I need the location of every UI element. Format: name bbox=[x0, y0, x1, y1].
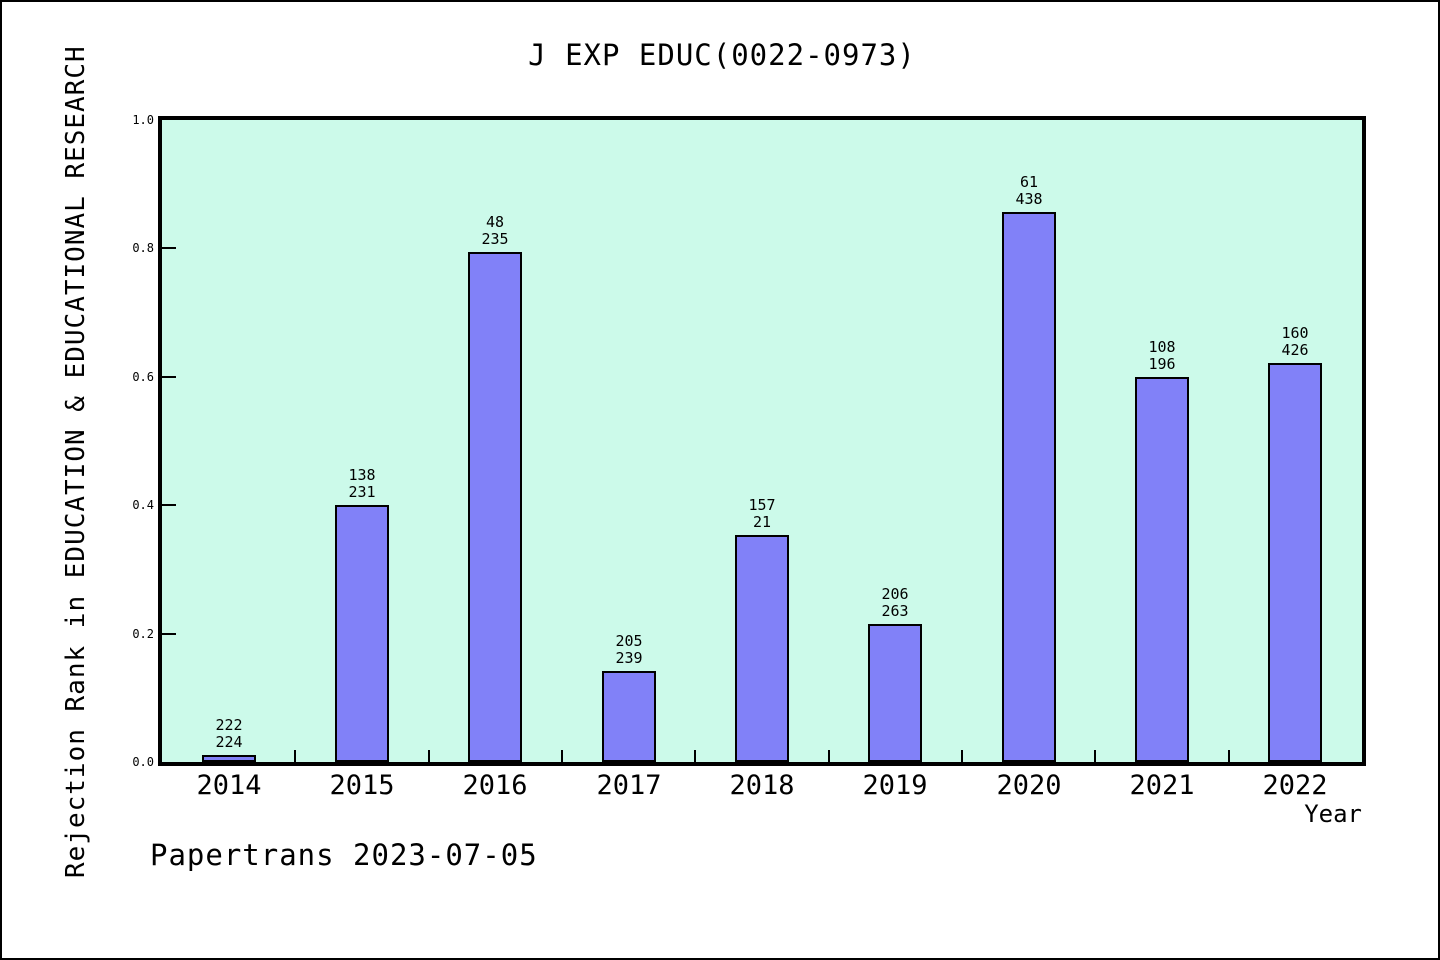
bar-value-line: 61 bbox=[1019, 173, 1039, 191]
bar-2017 bbox=[602, 671, 656, 762]
bar-value-line: 438 bbox=[1015, 190, 1043, 208]
bar-2020 bbox=[1002, 212, 1056, 762]
x-tick-label-2019: 2019 bbox=[862, 770, 928, 801]
bar-2016 bbox=[468, 252, 522, 762]
bar-value-label-2015: 138 231 bbox=[302, 467, 422, 501]
bar-value-label-2017: 205 239 bbox=[569, 633, 689, 667]
bar-2022 bbox=[1268, 363, 1322, 762]
bar-value-line: 157 bbox=[748, 496, 776, 514]
y-tick-label-0.0: 0.0 bbox=[132, 755, 154, 769]
x-tick-mark bbox=[694, 750, 696, 762]
plot-area: 222 224 138 231 48 235 205 239 157 21 206 263 61 438 1… bbox=[158, 116, 1366, 766]
bar-value-line: 160 bbox=[1281, 324, 1309, 342]
bar-value-line: 222 bbox=[215, 716, 243, 734]
bar-value-line: 239 bbox=[615, 649, 643, 667]
bar-value-line: 138 bbox=[348, 466, 376, 484]
x-tick-label-2015: 2015 bbox=[329, 770, 395, 801]
x-tick-label-2021: 2021 bbox=[1129, 770, 1195, 801]
bar-value-label-2014: 222 224 bbox=[169, 717, 289, 751]
x-tick-label-2020: 2020 bbox=[996, 770, 1062, 801]
bar-value-line: 206 bbox=[881, 585, 909, 603]
bar-value-label-2020: 61 438 bbox=[969, 174, 1089, 208]
bar-value-label-2019: 206 263 bbox=[835, 586, 955, 620]
x-tick-label-2016: 2016 bbox=[462, 770, 528, 801]
bar-value-label-2022: 160 426 bbox=[1235, 325, 1355, 359]
x-tick-mark bbox=[1094, 750, 1096, 762]
y-axis-label: Rejection Rank in EDUCATION & EDUCATIONA… bbox=[61, 45, 91, 879]
bar-value-label-2021: 108 196 bbox=[1102, 339, 1222, 373]
bar-2021 bbox=[1135, 377, 1189, 762]
bar-value-label-2018: 157 21 bbox=[702, 497, 822, 531]
x-tick-label-2018: 2018 bbox=[729, 770, 795, 801]
bar-value-line: 21 bbox=[752, 513, 772, 531]
bar-value-line: 205 bbox=[615, 632, 643, 650]
x-tick-label-2022: 2022 bbox=[1262, 770, 1328, 801]
bar-2018 bbox=[735, 535, 789, 762]
bar-value-line: 231 bbox=[348, 483, 376, 501]
y-tick-mark bbox=[162, 376, 176, 378]
bar-value-line: 224 bbox=[215, 733, 243, 751]
y-tick-mark bbox=[162, 504, 176, 506]
x-tick-mark bbox=[828, 750, 830, 762]
x-tick-mark bbox=[961, 750, 963, 762]
y-tick-label-0.4: 0.4 bbox=[132, 498, 154, 512]
bar-2014 bbox=[202, 755, 256, 762]
bar-value-line: 263 bbox=[881, 602, 909, 620]
bar-value-line: 108 bbox=[1148, 338, 1176, 356]
bar-2015 bbox=[335, 505, 389, 762]
x-tick-mark bbox=[561, 750, 563, 762]
y-tick-mark bbox=[162, 247, 176, 249]
y-tick-label-1.0: 1.0 bbox=[132, 113, 154, 127]
y-tick-label-0.8: 0.8 bbox=[132, 241, 154, 255]
bar-value-line: 196 bbox=[1148, 355, 1176, 373]
x-tick-label-2014: 2014 bbox=[196, 770, 262, 801]
watermark-text: Papertrans 2023-07-05 bbox=[150, 838, 538, 872]
bar-value-line: 48 bbox=[485, 213, 505, 231]
chart-title: J EXP EDUC(0022-0973) bbox=[528, 38, 916, 72]
y-tick-label-0.2: 0.2 bbox=[132, 627, 154, 641]
x-tick-mark bbox=[294, 750, 296, 762]
x-axis-label: Year bbox=[1304, 800, 1362, 828]
bar-value-line: 426 bbox=[1281, 341, 1309, 359]
bar-value-line: 235 bbox=[481, 230, 509, 248]
bar-2019 bbox=[868, 624, 922, 762]
x-tick-label-2017: 2017 bbox=[596, 770, 662, 801]
x-tick-mark bbox=[428, 750, 430, 762]
y-tick-mark bbox=[162, 633, 176, 635]
bar-value-label-2016: 48 235 bbox=[435, 214, 555, 248]
y-tick-label-0.6: 0.6 bbox=[132, 370, 154, 384]
x-tick-mark bbox=[1228, 750, 1230, 762]
